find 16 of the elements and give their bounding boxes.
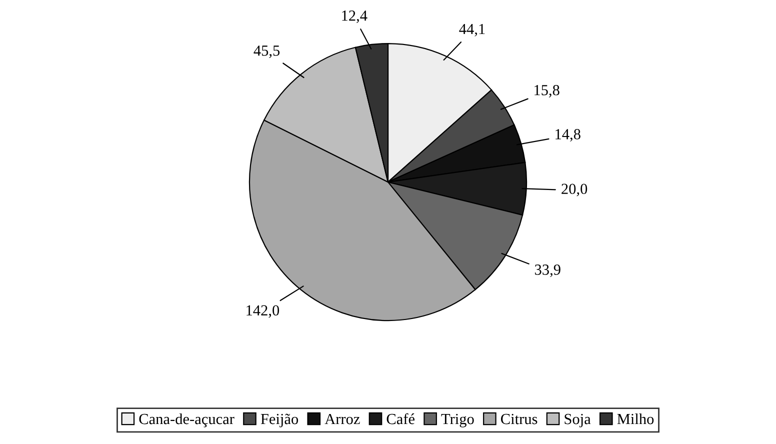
data-label: 33,9	[535, 264, 560, 278]
legend-label: Arroz	[324, 414, 360, 424]
legend-label: Café	[386, 413, 414, 424]
data-label: 14,8	[556, 129, 580, 142]
legend-label: Cana-de-açucar	[139, 413, 234, 428]
data-label: 142,0	[246, 305, 280, 318]
legend-label: Feijão	[260, 414, 298, 428]
legend-label: Soja	[564, 414, 591, 428]
data-label: 12,4	[342, 10, 368, 23]
data-label: 44,1	[459, 24, 485, 36]
data-label: 45,5	[254, 46, 280, 58]
legend-label: Trigo	[441, 414, 474, 428]
data-label: 20,0	[562, 184, 588, 196]
legend-label: Citrus	[501, 414, 538, 424]
data-label: 15,8	[534, 84, 560, 98]
legend-label: Milho	[617, 413, 654, 424]
